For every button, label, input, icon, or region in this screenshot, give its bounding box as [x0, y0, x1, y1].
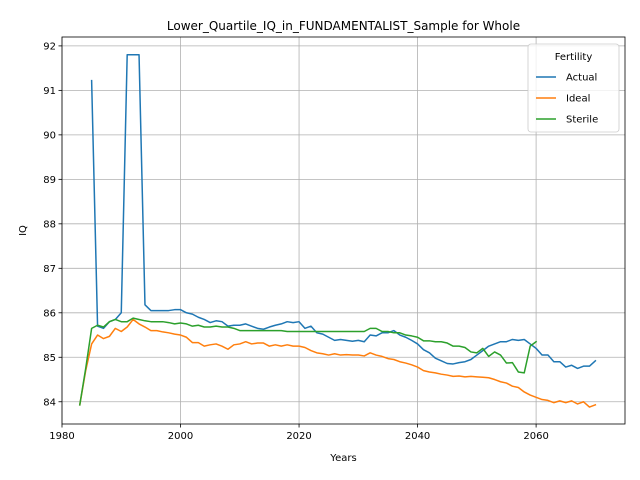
y-tick-label: 88: [43, 219, 56, 230]
legend: Fertility Actual Ideal Sterile: [527, 43, 620, 133]
y-axis-label: IQ: [18, 225, 29, 236]
axis-ticks: 1980 2000 2020 2040 2060 84 85 86 87 88 89 90 91 92: [43, 41, 549, 442]
legend-box: [527, 43, 620, 133]
plot-frame: [61, 36, 626, 425]
legend-entries: Actual Ideal Sterile: [536, 73, 598, 126]
x-axis-label: Years: [329, 453, 356, 464]
y-tick-label: 84: [43, 397, 56, 408]
y-tick-label: 91: [43, 86, 56, 97]
y-tick-label: 92: [43, 41, 56, 52]
y-tick-label: 89: [43, 175, 56, 186]
y-tick-label: 85: [43, 353, 56, 364]
y-tick-label: 90: [43, 130, 56, 141]
legend-title: Fertility: [555, 52, 593, 63]
series-lines: [78, 54, 597, 408]
series-line-ideal: [78, 318, 597, 408]
series-line-sterile: [78, 317, 538, 406]
legend-label-actual: Actual: [566, 73, 597, 84]
legend-label-ideal: Ideal: [566, 94, 590, 105]
series-line-actual: [90, 54, 597, 370]
x-tick-label: 2020: [286, 431, 311, 442]
x-tick-label: 2000: [168, 431, 193, 442]
x-tick-label: 1980: [49, 431, 74, 442]
grid: [61, 37, 625, 424]
x-tick-label: 2040: [405, 431, 430, 442]
chart-title: Lower_Quartile_IQ_in_FUNDAMENTALIST_Samp…: [167, 19, 520, 33]
y-tick-label: 86: [43, 308, 56, 319]
x-tick-label: 2060: [523, 431, 548, 442]
y-tick-label: 87: [43, 264, 56, 275]
legend-label-sterile: Sterile: [566, 115, 598, 126]
